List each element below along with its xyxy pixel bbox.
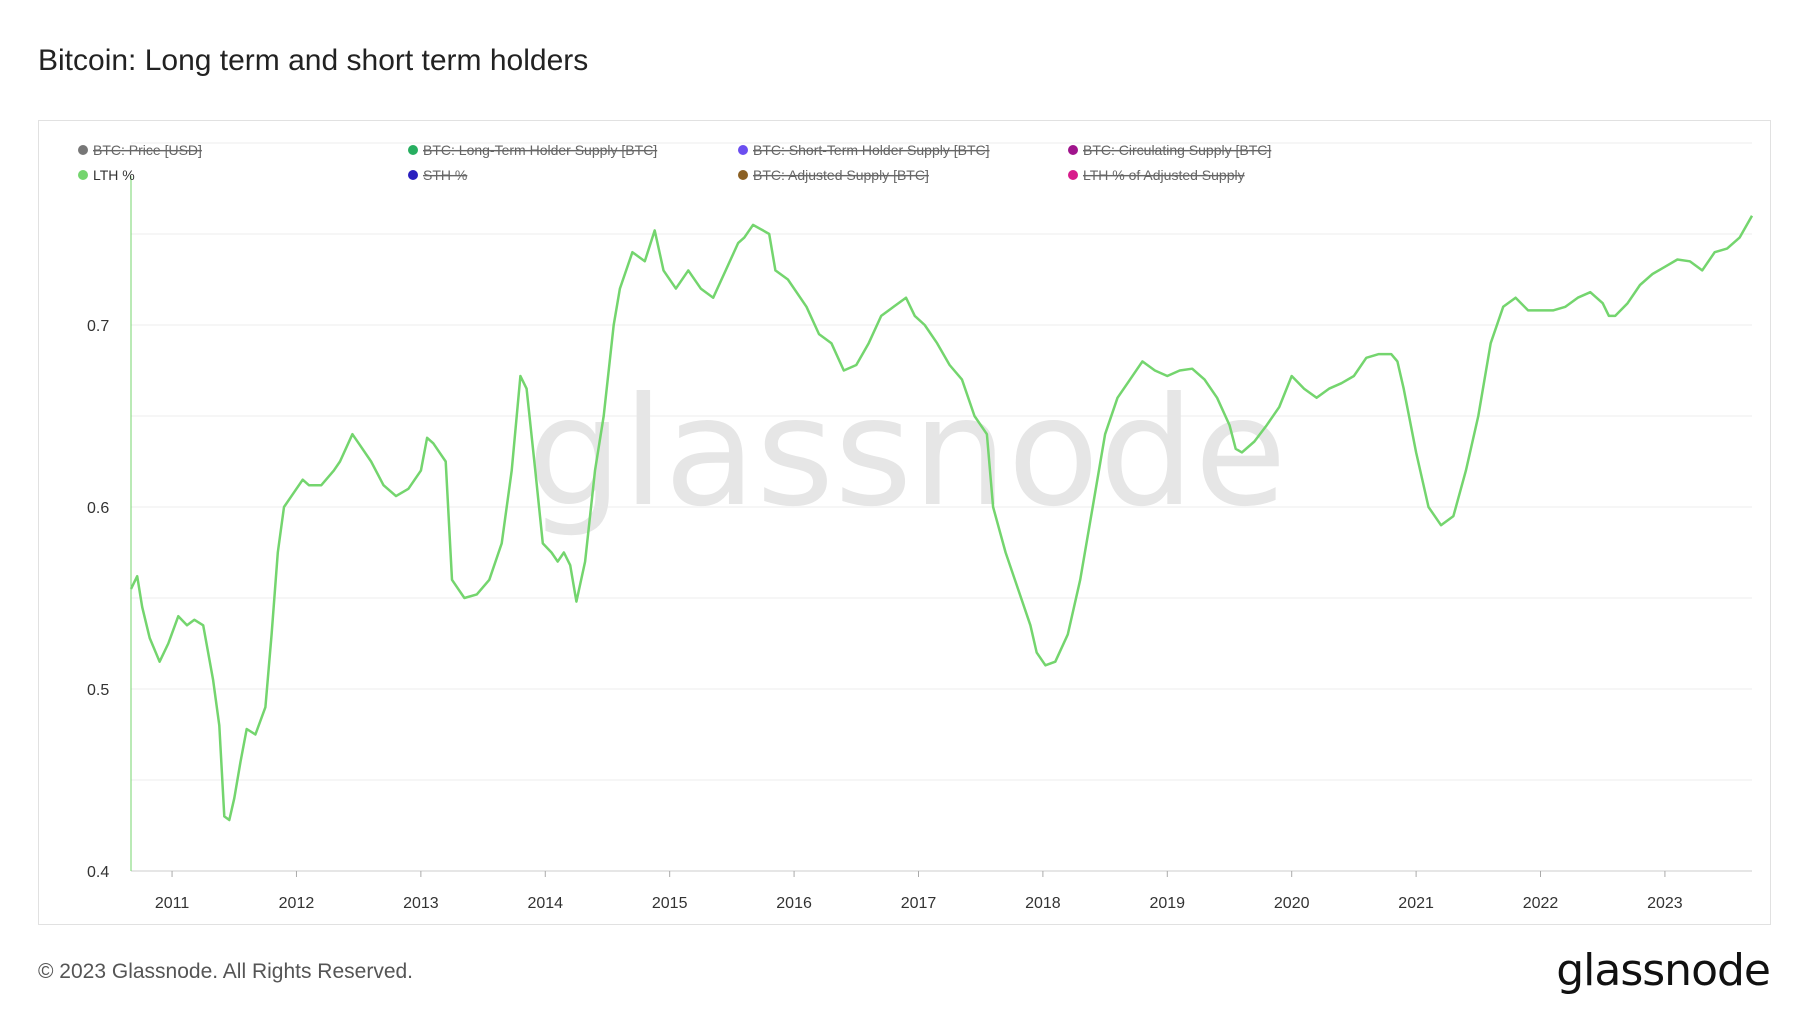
legend-marker-icon — [408, 145, 418, 155]
chart-title: Bitcoin: Long term and short term holder… — [38, 44, 589, 77]
chart-svg: glassnode 0.4 0.5 0.6 0.7 2011 2012 2013 2014 20… — [78, 142, 1754, 912]
chart-frame: glassnode 0.4 0.5 0.6 0.7 2011 2012 2013 2014 20… — [38, 120, 1771, 925]
legend-marker-icon — [408, 170, 418, 180]
legend-marker-icon — [738, 170, 748, 180]
x-tick-label: 2020 — [1274, 895, 1310, 912]
legend-item[interactable]: STH % — [408, 167, 467, 183]
x-tick-label: 2017 — [901, 895, 937, 912]
grid-lines — [131, 142, 1752, 781]
x-tick-label: 2013 — [403, 895, 439, 912]
x-tick-label: 2021 — [1398, 895, 1434, 912]
x-tick-label: 2023 — [1647, 895, 1683, 912]
series-group — [129, 215, 1754, 822]
legend-marker-icon — [78, 145, 88, 155]
x-tick-label: 2018 — [1025, 895, 1061, 912]
y-tick-label: 0.6 — [87, 500, 109, 517]
legend-label: LTH % — [93, 167, 135, 183]
axes: 0.4 0.5 0.6 0.7 2011 2012 2013 2014 2015 2016 2017… — [87, 176, 1752, 912]
y-tick-label: 0.5 — [87, 682, 109, 699]
legend-item[interactable]: LTH % — [78, 167, 135, 183]
legend-marker-icon — [1068, 145, 1078, 155]
legend: BTC: Price [USD] BTC: Long-Term Holder Su… — [78, 142, 1271, 183]
x-tick-label: 2014 — [527, 895, 563, 912]
legend-item[interactable]: BTC: Circulating Supply [BTC] — [1068, 142, 1271, 158]
x-tick-label: 2012 — [279, 895, 315, 912]
y-tick-label: 0.4 — [87, 864, 109, 881]
legend-item[interactable]: LTH % of Adjusted Supply — [1068, 167, 1245, 183]
legend-label: BTC: Long-Term Holder Supply [BTC] — [423, 142, 657, 158]
copyright-text: © 2023 Glassnode. All Rights Reserved. — [38, 960, 414, 983]
series-line-lth-percent[interactable] — [129, 215, 1754, 822]
x-tick-label: 2022 — [1523, 895, 1559, 912]
legend-marker-icon — [1068, 170, 1078, 180]
legend-item[interactable]: BTC: Adjusted Supply [BTC] — [738, 167, 929, 183]
x-tick-label: 2019 — [1149, 895, 1185, 912]
legend-label: BTC: Circulating Supply [BTC] — [1083, 142, 1271, 158]
legend-label: LTH % of Adjusted Supply — [1083, 167, 1245, 183]
legend-label: STH % — [423, 167, 467, 183]
x-tick-label: 2011 — [155, 895, 190, 912]
y-tick-label: 0.7 — [87, 318, 109, 335]
legend-label: BTC: Adjusted Supply [BTC] — [753, 167, 929, 183]
legend-marker-icon — [738, 145, 748, 155]
legend-item[interactable]: BTC: Price [USD] — [78, 142, 202, 158]
watermark: glassnode — [527, 366, 1286, 540]
glassnode-logo[interactable]: glassnode — [1556, 945, 1771, 996]
legend-label: BTC: Short-Term Holder Supply [BTC] — [753, 142, 990, 158]
x-tick-label: 2015 — [652, 895, 688, 912]
legend-item[interactable]: BTC: Long-Term Holder Supply [BTC] — [408, 142, 657, 158]
x-tick-label: 2016 — [776, 895, 812, 912]
legend-marker-icon — [78, 170, 88, 180]
legend-item[interactable]: BTC: Short-Term Holder Supply [BTC] — [738, 142, 990, 158]
legend-label: BTC: Price [USD] — [93, 142, 202, 158]
